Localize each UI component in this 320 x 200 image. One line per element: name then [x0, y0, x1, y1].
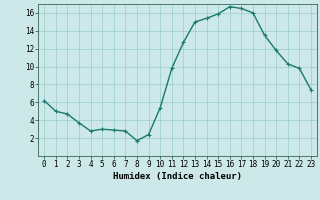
X-axis label: Humidex (Indice chaleur): Humidex (Indice chaleur) [113, 172, 242, 181]
